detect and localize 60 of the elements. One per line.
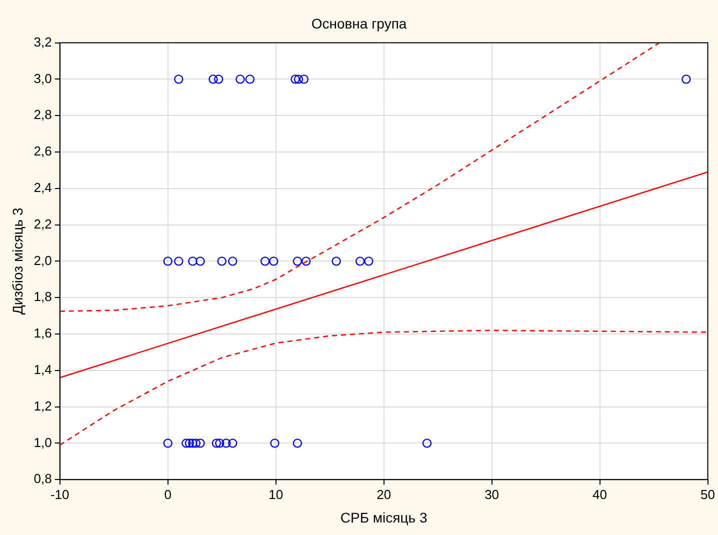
- y-tick-label: 1,8: [34, 289, 52, 304]
- chart-title: Основна група: [311, 15, 407, 32]
- y-tick-label: 2,0: [34, 252, 52, 268]
- y-tick-label: 3,0: [34, 70, 52, 86]
- point: [196, 256, 205, 266]
- line-series: [60, 330, 708, 446]
- x-tick-label: 10: [268, 486, 284, 502]
- y-tick-label: 1,2: [34, 398, 52, 414]
- point: [163, 438, 172, 448]
- point: [208, 74, 218, 84]
- point: [332, 256, 341, 266]
- point: [163, 256, 172, 266]
- y-tick-label: 0,8: [34, 471, 52, 486]
- point: [196, 438, 205, 448]
- y-tick-label: 2,8: [34, 107, 52, 122]
- x-tick-label: 40: [592, 486, 608, 502]
- y-axis-title: Дизбіоз місяць 3: [9, 208, 26, 315]
- point: [215, 438, 224, 448]
- point: [270, 438, 280, 448]
- point: [292, 438, 302, 448]
- y-tick-label: 1,6: [34, 326, 52, 341]
- point: [292, 256, 302, 266]
- point: [245, 74, 255, 84]
- y-tick-label: 2,6: [34, 144, 52, 159]
- x-tick-label: 50: [700, 486, 716, 502]
- x-tick-label: 20: [376, 486, 392, 502]
- x-axis-title: СРБ місяць 3: [340, 509, 428, 526]
- point: [682, 74, 691, 84]
- point: [236, 74, 245, 84]
- y-tick-label: 2,2: [34, 216, 52, 232]
- y-tick-label: 1,0: [34, 434, 52, 450]
- line-series: [60, 42, 660, 312]
- y-tick-label: 2,4: [34, 180, 52, 195]
- point: [182, 438, 191, 448]
- point: [217, 256, 226, 266]
- point: [212, 438, 222, 448]
- x-tick-label: 30: [484, 486, 500, 502]
- point: [269, 256, 278, 266]
- x-tick-label: -10: [50, 486, 70, 502]
- point: [188, 256, 198, 266]
- point: [191, 438, 201, 448]
- point: [290, 74, 300, 84]
- x-tick-label: 0: [164, 486, 172, 502]
- point: [301, 256, 311, 266]
- point: [422, 438, 432, 448]
- point: [228, 438, 238, 448]
- point: [260, 256, 270, 266]
- point: [214, 74, 224, 84]
- point: [184, 438, 194, 448]
- point: [364, 256, 374, 266]
- point: [294, 74, 304, 84]
- point: [299, 74, 309, 84]
- y-tick-label: 1,4: [34, 362, 52, 377]
- point: [174, 74, 184, 84]
- point: [222, 438, 231, 448]
- point: [355, 256, 365, 266]
- point: [174, 256, 184, 266]
- y-tick-label: 3,2: [34, 34, 52, 50]
- point: [228, 256, 238, 266]
- point: [188, 438, 198, 448]
